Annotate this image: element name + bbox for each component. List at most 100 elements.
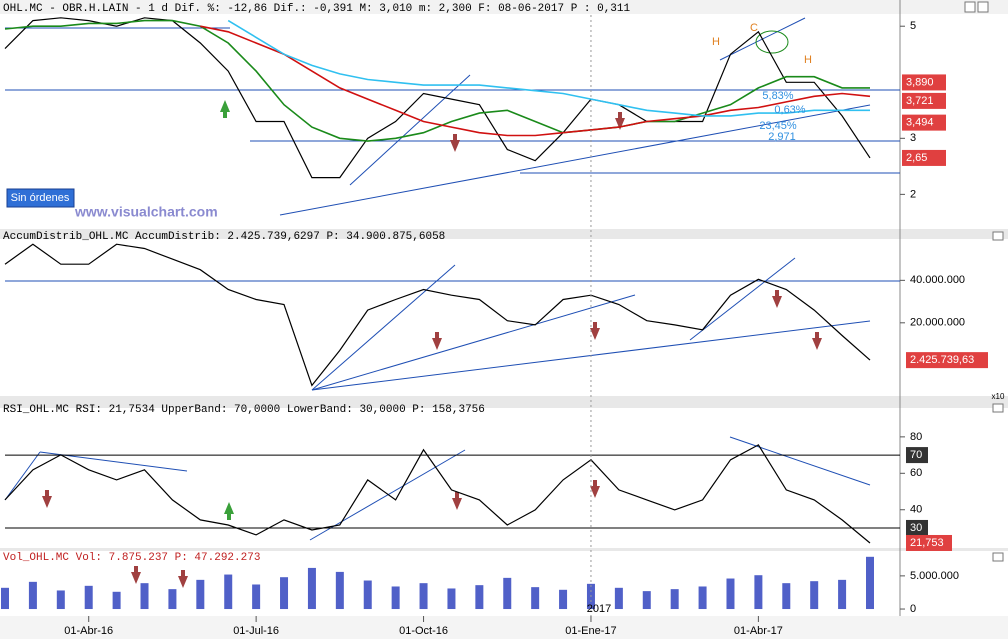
sell-arrow	[450, 134, 460, 152]
volume-bar	[28, 581, 37, 610]
close-button[interactable]	[977, 1, 989, 13]
volume-bar	[642, 591, 651, 610]
trend-line	[729, 436, 871, 486]
sell-arrow	[178, 570, 188, 588]
close-button[interactable]	[992, 231, 1004, 241]
sell-arrow	[432, 332, 442, 350]
volume-bar	[559, 589, 568, 610]
price-box	[902, 92, 946, 109]
y-tick-label: 40	[910, 504, 922, 516]
x-tick-label: 01-Abr-16	[64, 625, 113, 637]
annotation: 5,83%	[762, 90, 793, 102]
volume-bar	[196, 579, 205, 610]
series-line	[4, 444, 871, 544]
trend-line	[309, 449, 466, 541]
y-tick-label: 60	[910, 467, 922, 479]
year-label: 2017	[587, 603, 611, 615]
sell-arrow	[615, 112, 625, 130]
price-header: OHL.MC - OBR.H.LAIN - 1 d Dif. %: -12,86…	[3, 3, 631, 15]
x-tick-label: 01-Ene-17	[565, 625, 616, 637]
series-line	[4, 17, 871, 179]
window-buttons	[964, 1, 1004, 562]
volume-bar	[391, 586, 400, 610]
series-line	[4, 19, 870, 142]
trend-line	[349, 74, 471, 186]
minimize-button[interactable]	[964, 1, 976, 13]
price-box	[902, 149, 946, 166]
price-box-label: 3,721	[906, 95, 934, 107]
series-line	[227, 19, 870, 117]
trend-line	[311, 264, 456, 391]
annotation: 2,971	[768, 131, 796, 143]
volume-bar	[168, 589, 177, 610]
volume-bar	[810, 581, 819, 610]
volume-bar	[698, 586, 707, 610]
value-box	[906, 534, 952, 551]
annotation: H	[804, 54, 812, 66]
annotation: H	[712, 36, 720, 48]
annotation: 23,45%	[759, 120, 797, 132]
trend-line	[689, 257, 796, 341]
sell-arrow	[812, 332, 822, 350]
band-box	[906, 519, 928, 536]
sell-arrow	[772, 290, 782, 308]
price-box	[902, 74, 946, 91]
trend-line	[279, 104, 871, 216]
separator	[0, 548, 1008, 551]
volume-bar	[307, 567, 316, 610]
volume-bar	[1, 587, 9, 610]
sell-arrow	[42, 490, 52, 508]
band-box	[906, 447, 928, 464]
band-label: 70	[910, 449, 922, 461]
separator	[0, 396, 1008, 408]
series-line	[200, 25, 871, 137]
ad-header: AccumDistrib_OHL.MC AccumDistrib: 2.425.…	[3, 231, 445, 243]
price-box	[902, 114, 946, 131]
sell-arrow	[131, 566, 141, 584]
volume-bar	[754, 575, 763, 610]
volume-bar	[475, 585, 484, 610]
y-tick-label: 40.000.000	[910, 274, 965, 286]
volume-bar	[782, 583, 791, 610]
orders-button[interactable]	[6, 188, 75, 208]
y-tick-label: 5	[910, 20, 916, 32]
volume-bar	[363, 580, 372, 610]
separator	[0, 229, 1008, 239]
volume-bar	[447, 588, 456, 610]
volume-bar	[252, 584, 261, 610]
volume-bar	[224, 574, 233, 610]
close-button[interactable]	[992, 552, 1004, 562]
x-axis-bar	[0, 616, 1008, 639]
volume-bar	[112, 591, 121, 610]
band-label: 30	[910, 522, 922, 534]
price-box-label: 2,65	[906, 152, 927, 164]
trend-line	[4, 451, 41, 501]
y-tick-label: 3	[910, 132, 916, 144]
volume-bar	[531, 587, 540, 610]
header-bar	[0, 0, 1008, 14]
y-tick-label: 5.000.000	[910, 570, 959, 582]
close-button[interactable]	[992, 403, 1004, 413]
annotation: 0,63%	[774, 104, 805, 116]
y-tick-label: 80	[910, 431, 922, 443]
volume-bar	[866, 556, 874, 610]
buy-arrow	[224, 502, 234, 520]
sell-arrow	[590, 480, 600, 498]
sell-arrow	[452, 492, 462, 510]
volume-bar	[838, 579, 847, 610]
price-box-label: 3,494	[906, 117, 934, 129]
vol-header: Vol_OHL.MC Vol: 7.875.237 P: 47.292.273	[3, 552, 260, 564]
orders-button-label: Sin órdenes	[11, 192, 70, 204]
volume-bar	[335, 571, 344, 610]
scale-note: x10	[992, 392, 1005, 401]
y-tick-label: 2	[910, 188, 916, 200]
signal-arrows	[42, 100, 822, 588]
trend-lines	[4, 17, 900, 541]
trend-line	[311, 294, 636, 391]
value-box-label: 21,753	[910, 537, 944, 549]
volume-bar	[726, 578, 735, 610]
annotation: C	[750, 22, 758, 34]
volume-bar	[280, 577, 289, 610]
